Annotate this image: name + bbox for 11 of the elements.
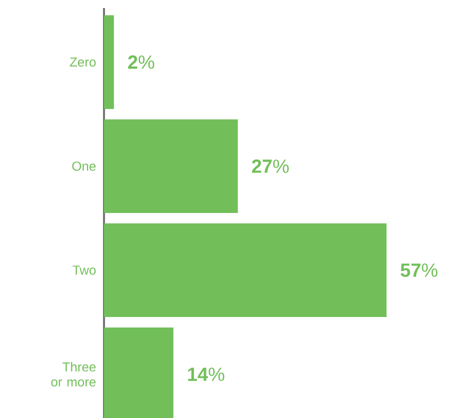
bar xyxy=(104,223,387,318)
data-label: 27% xyxy=(252,159,289,173)
y-tick-label: One xyxy=(72,162,96,171)
bar xyxy=(104,15,114,109)
y-tick-label: Zero xyxy=(70,58,96,67)
data-label: 2% xyxy=(128,55,154,69)
data-label: 14% xyxy=(188,368,224,381)
bar xyxy=(104,119,238,213)
data-label: 57% xyxy=(400,264,438,277)
y-tick-label: Three or more xyxy=(51,362,96,387)
y-tick-label: Two xyxy=(72,266,96,275)
